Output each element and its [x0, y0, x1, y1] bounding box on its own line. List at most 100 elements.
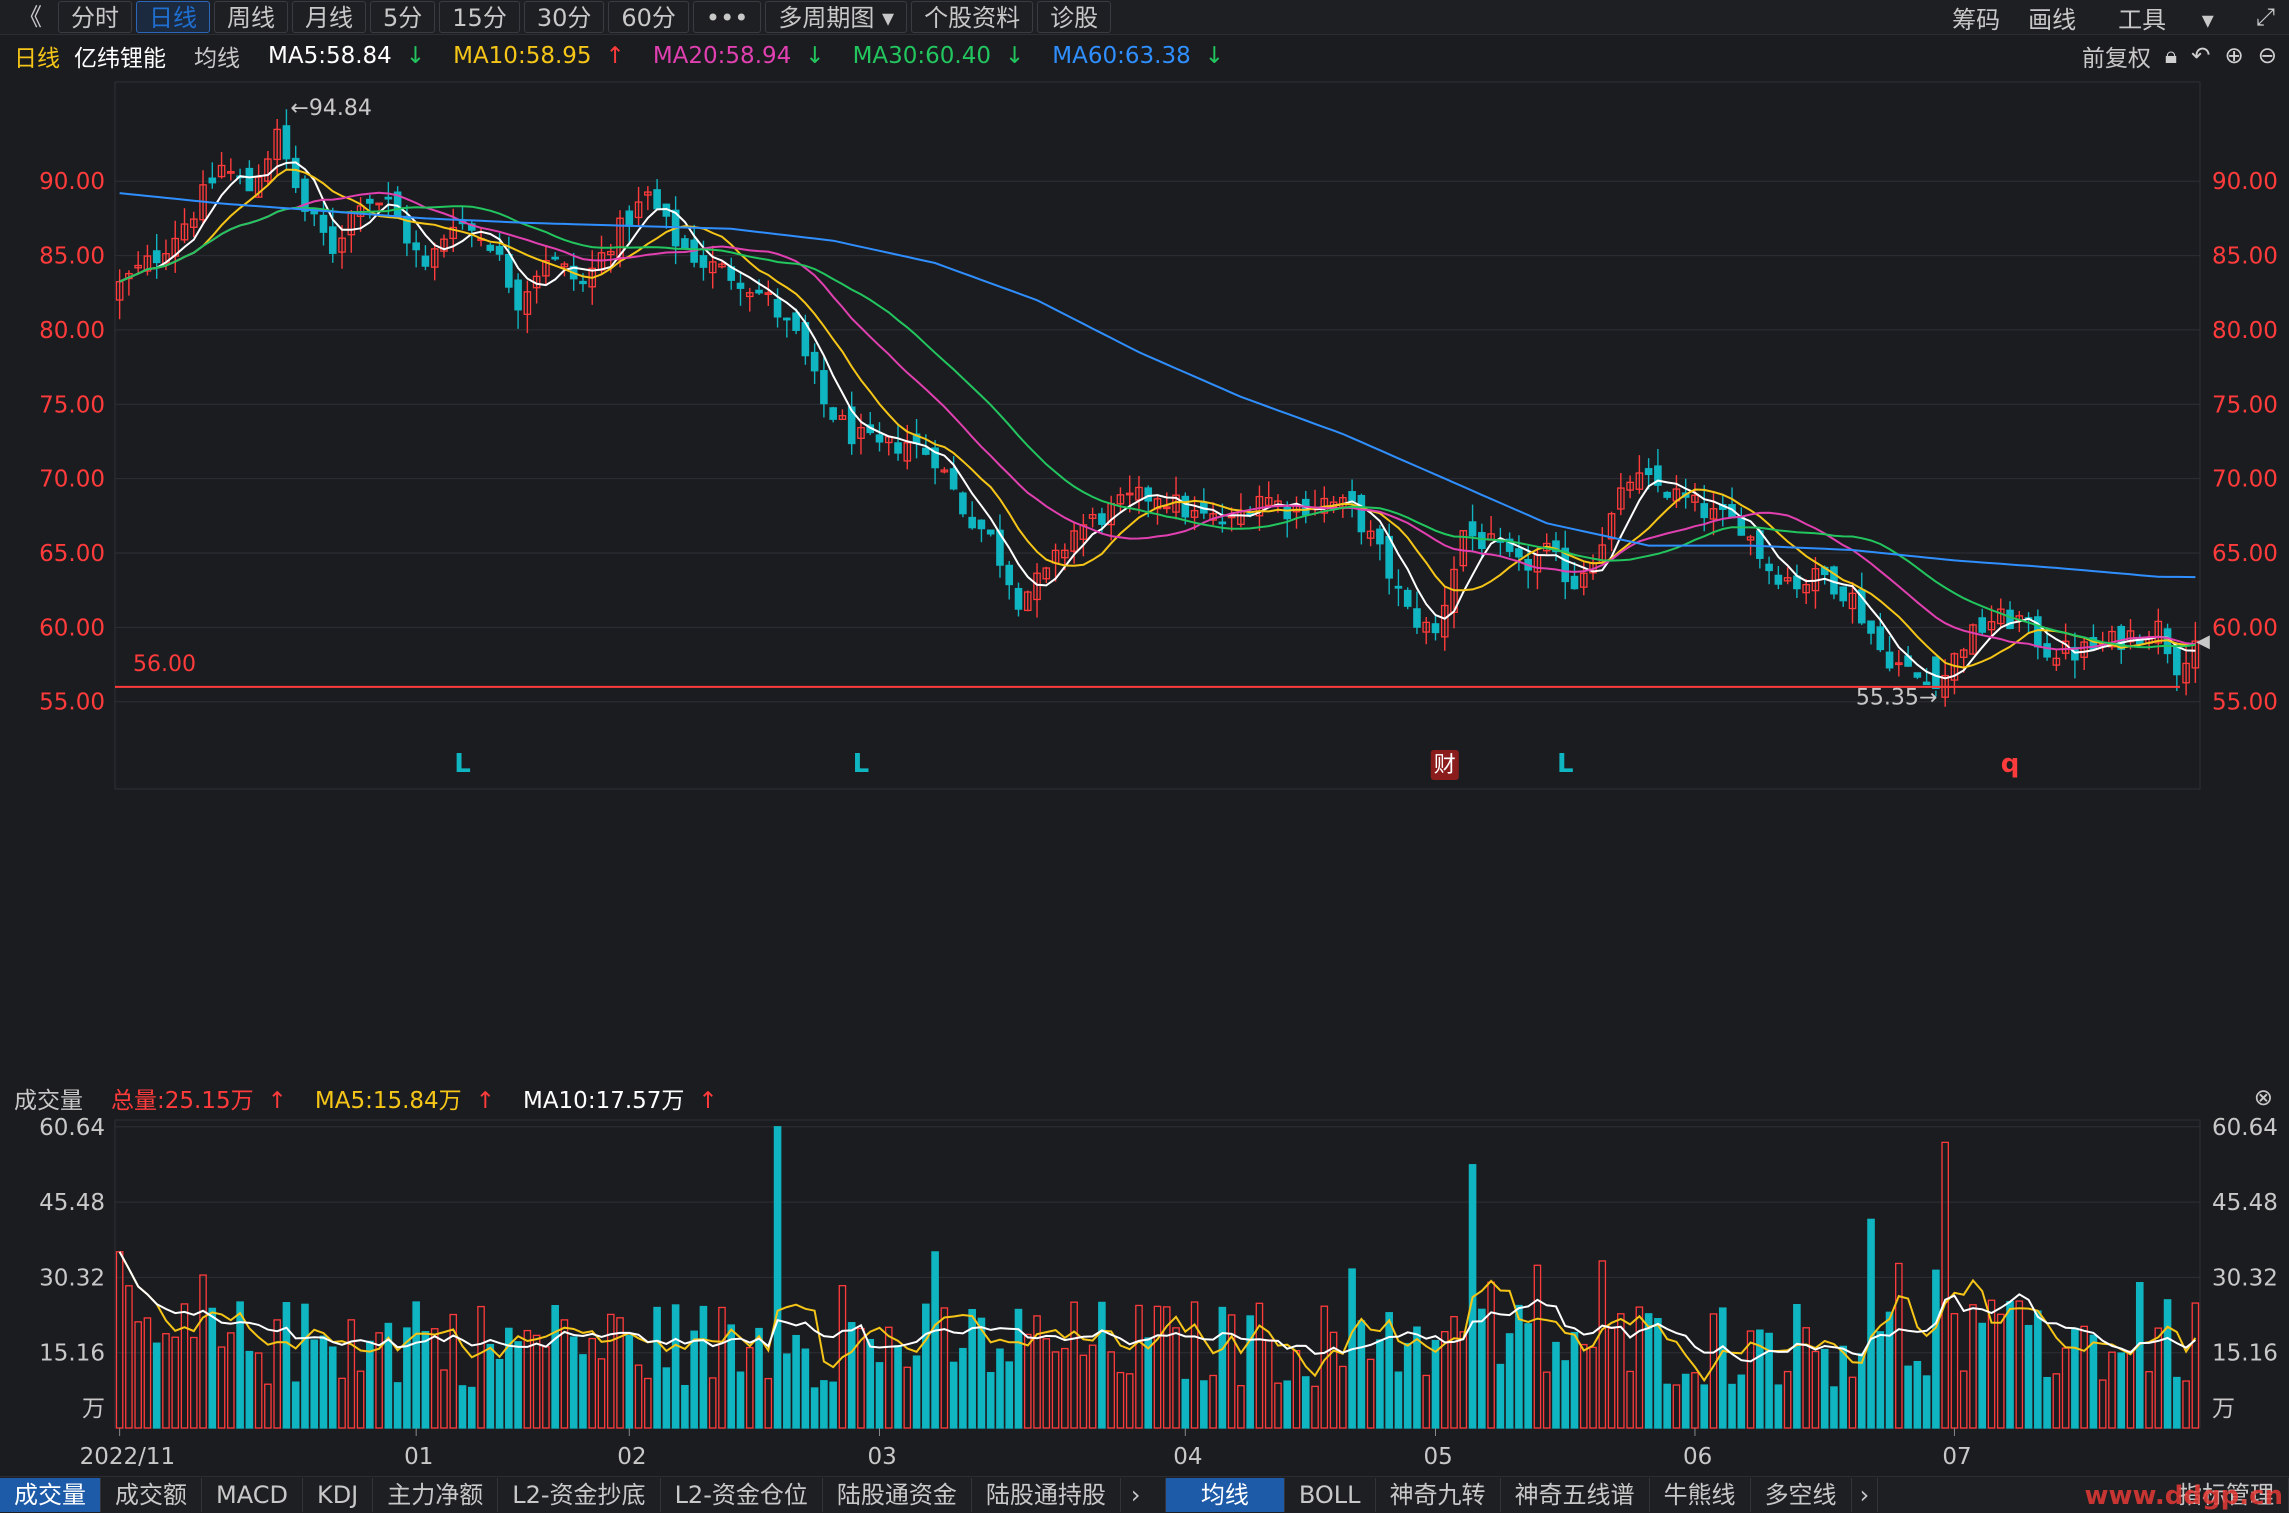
- candle-body: [1088, 514, 1097, 519]
- volume-bar: [1366, 1358, 1375, 1429]
- chevron-right-icon[interactable]: ›: [1852, 1478, 1879, 1512]
- close-panel-icon[interactable]: ⊗: [2253, 1085, 2273, 1111]
- zoom-out-icon[interactable]: ⊖: [2257, 43, 2277, 69]
- tab-macd[interactable]: MACD: [202, 1478, 303, 1512]
- more-periods-button[interactable]: •••: [692, 1, 762, 33]
- tab-monthly[interactable]: 月线: [292, 1, 366, 33]
- tab-northbound-hold[interactable]: 陆股通持股: [972, 1478, 1121, 1512]
- volume-bar: [115, 1251, 124, 1429]
- volume-tick-right: 60.64: [2212, 1115, 2278, 1141]
- lock-icon[interactable]: 🔒︎: [2164, 43, 2178, 69]
- candle-body: [2173, 646, 2181, 676]
- price-grid: [114, 81, 2201, 790]
- candle-body: [1654, 465, 1662, 486]
- candle-body: [1505, 538, 1514, 552]
- volume-bar: [1802, 1327, 1810, 1429]
- price-chart[interactable]: 90.00 90.00 85.00 85.00 80.00 80.00 75.00 75.00…: [0, 74, 2289, 1084]
- date-label: 04: [1173, 1444, 1202, 1470]
- candle-body: [1607, 513, 1616, 540]
- tab-magic5[interactable]: 神奇五线谱: [1501, 1478, 1650, 1512]
- candle-body: [1848, 592, 1857, 610]
- volume-bar: [1644, 1313, 1653, 1429]
- diagnose-button[interactable]: 诊股: [1037, 1, 1112, 33]
- chevron-right-icon[interactable]: ›: [1121, 1478, 1166, 1512]
- volume-bar: [1051, 1351, 1060, 1429]
- volume-bar: [884, 1326, 893, 1429]
- tab-bull-bear[interactable]: 牛熊线: [1650, 1478, 1751, 1512]
- ma30-value: MA30:60.40 ↓: [839, 43, 1025, 69]
- tab-5min[interactable]: 5分: [370, 1, 436, 33]
- tab-northbound-flow[interactable]: 陆股通资金: [823, 1478, 972, 1512]
- volume-bar: [2015, 1300, 2024, 1429]
- tab-long-short[interactable]: 多空线: [1751, 1478, 1852, 1512]
- volume-bar: [551, 1305, 559, 1429]
- tab-intraday[interactable]: 分时: [58, 1, 132, 33]
- volume-bar: [579, 1354, 587, 1429]
- volume-bar: [727, 1324, 736, 1429]
- candle-body: [699, 255, 708, 268]
- candle-body: [1996, 608, 2005, 625]
- candle-body: [986, 529, 995, 535]
- indicator-manager-button[interactable]: 指标管理: [2164, 1478, 2289, 1512]
- tab-kdj[interactable]: KDJ: [303, 1478, 374, 1512]
- tab-weekly[interactable]: 周线: [214, 1, 288, 33]
- tab-30min[interactable]: 30分: [523, 1, 605, 33]
- candle-body: [949, 468, 958, 490]
- candle-body: [421, 255, 430, 267]
- tab-main-net[interactable]: 主力净额: [373, 1478, 499, 1512]
- draw-line-button[interactable]: 画线: [2028, 5, 2077, 34]
- volume-bars: [115, 1126, 2200, 1429]
- volume-bar: [810, 1387, 819, 1429]
- candle-body: [440, 238, 448, 252]
- tab-magic9[interactable]: 神奇九转: [1376, 1478, 1501, 1512]
- volume-bar: [430, 1328, 439, 1429]
- candle-body: [495, 245, 504, 255]
- candle-body: [1765, 563, 1773, 572]
- volume-bar: [1505, 1333, 1514, 1429]
- candle-body: [1579, 572, 1588, 588]
- adjust-button[interactable]: 前复权: [2081, 46, 2151, 72]
- price-tick-right: 70.00: [2212, 467, 2278, 493]
- price-tick-left: 90.00: [39, 169, 105, 195]
- tab-turnover[interactable]: 成交额: [101, 1478, 202, 1512]
- volume-chart[interactable]: 60.64 60.64 45.48 45.48 30.32 30.32 15.16 15.16…: [0, 1114, 2289, 1476]
- tab-boll[interactable]: BOLL: [1285, 1478, 1376, 1512]
- tab-volume[interactable]: 成交量: [0, 1478, 101, 1512]
- tab-l2-position[interactable]: L2-资金仓位: [661, 1478, 823, 1512]
- tab-15min[interactable]: 15分: [439, 1, 520, 33]
- candle-body: [1746, 536, 1755, 541]
- multi-period-label: 多周期图: [778, 4, 875, 32]
- fullscreen-icon[interactable]: ⤢: [2255, 3, 2275, 31]
- tab-60min[interactable]: 60分: [608, 1, 689, 33]
- tab-daily[interactable]: 日线: [136, 1, 210, 33]
- volume-bar: [968, 1308, 976, 1429]
- zoom-in-icon[interactable]: ⊕: [2224, 43, 2244, 69]
- volume-bar: [152, 1342, 161, 1429]
- volume-bar: [2098, 1379, 2107, 1429]
- volume-bar: [616, 1317, 624, 1429]
- candle-body: [1079, 524, 1088, 540]
- support-label: 56.00: [133, 652, 196, 677]
- indicator-tabs: 成交量 成交额 MACD KDJ 主力净额 L2-资金抄底 L2-资金仓位 陆股…: [0, 1476, 2289, 1513]
- volume-bar: [1237, 1385, 1245, 1429]
- candle-body: [412, 242, 420, 251]
- candle-body: [1376, 528, 1384, 545]
- candle-body: [940, 469, 949, 473]
- tab-ma[interactable]: 均线: [1165, 1478, 1285, 1512]
- up-arrow-icon: ↑: [475, 1088, 495, 1114]
- volume-bar: [273, 1319, 281, 1429]
- collapse-icon[interactable]: 《: [18, 3, 42, 31]
- volume-bar: [1820, 1348, 1829, 1429]
- chips-button[interactable]: 筹码: [1952, 5, 2001, 34]
- tab-l2-bottom[interactable]: L2-资金抄底: [498, 1478, 661, 1512]
- stock-profile-button[interactable]: 个股资料: [911, 1, 1034, 33]
- volume-bar: [375, 1332, 383, 1429]
- volume-bar: [2117, 1352, 2126, 1429]
- undo-icon[interactable]: ↶: [2191, 43, 2211, 69]
- ma-legend-bar: 日线 亿纬锂能 均线 MA5:58.84 ↓ MA10:58.95 ↑ MA20:5…: [0, 38, 2289, 74]
- candle-body: [1737, 516, 1746, 536]
- volume-bar: [542, 1346, 550, 1429]
- volume-bar: [1079, 1354, 1088, 1429]
- tools-button[interactable]: 工具 ▾: [2104, 0, 2228, 35]
- multi-period-dropdown[interactable]: 多周期图 ▾: [765, 1, 908, 33]
